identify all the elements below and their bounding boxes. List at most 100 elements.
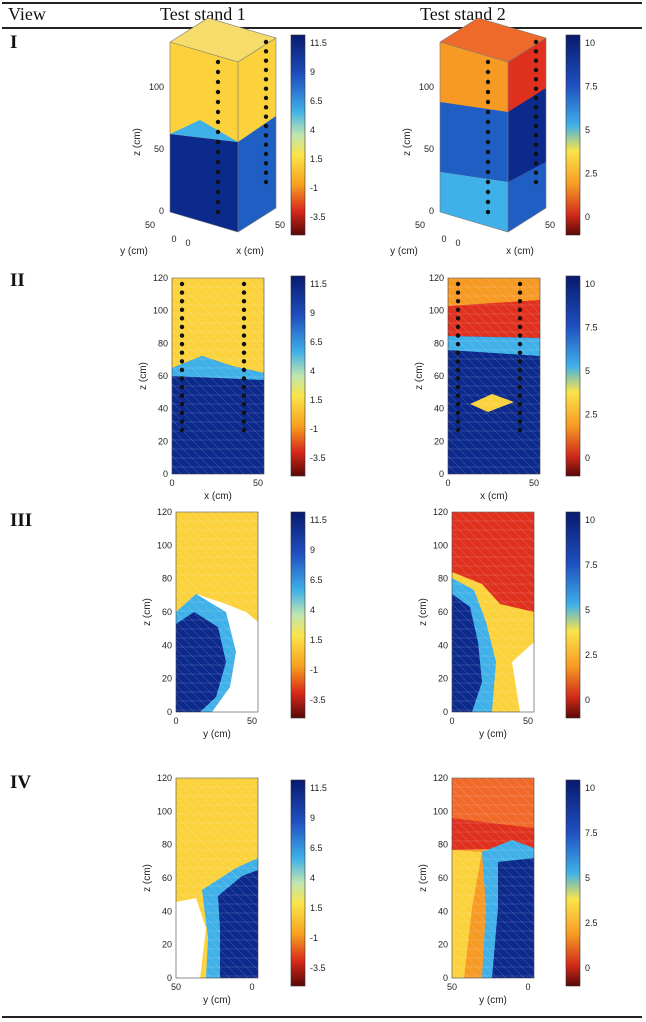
panel-iv-stand2-z-tick: 60 (438, 873, 448, 883)
panel-i-stand1 (169, 17, 277, 233)
panel-iv-stand2-x-tick: 0 (525, 982, 530, 992)
panel-i-stand1-y-tick: 0 (171, 234, 176, 244)
panel-ii-stand1-z-tick: 120 (153, 273, 168, 283)
panel-ii-stand1-z-tick: 20 (158, 436, 168, 446)
colorbar-iv-stand1-tick: -3.5 (310, 963, 326, 973)
panel-iii-stand2-z-tick: 80 (438, 574, 448, 584)
colorbar-iv-stand1-tick: 9 (310, 813, 315, 823)
row-label-iv: IV (10, 772, 32, 793)
panel-ii-stand1-z-tick: 0 (163, 469, 168, 479)
panel-iv-stand1-mesh (175, 777, 259, 979)
panel-ii-stand2-electrodes-b (517, 281, 523, 433)
row-label-iii: III (10, 510, 33, 531)
colorbar-iv-stand2-tick: 7.5 (585, 828, 598, 838)
panel-ii-stand1-z-tick: 40 (158, 404, 168, 414)
colorbar-iv-stand1-tick: 4 (310, 873, 315, 883)
panel-ii-stand1-electrodes-b (241, 281, 247, 433)
panel-ii-stand2-z-tick: 120 (429, 273, 444, 283)
panel-iv-stand1-wet-core (218, 870, 258, 978)
colorbar-i-stand1-tick: 1.5 (310, 154, 323, 164)
panel-i-stand2-left-lower (440, 172, 508, 232)
colorbar-ii-stand1-tick: 1.5 (310, 395, 323, 405)
header-test-stand-2: Test stand 2 (420, 4, 506, 24)
panel-iii-stand1-x-tick: 0 (173, 716, 178, 726)
panel-i-stand2 (439, 17, 547, 233)
panel-i-stand2-right-lower (508, 162, 546, 232)
panel-ii-stand2-z-tick: 20 (434, 436, 444, 446)
colorbar-ii-stand1-tick: 11.5 (310, 279, 327, 289)
colorbar-iii-stand1-tick: 6.5 (310, 575, 323, 585)
row-label-ii: II (10, 270, 25, 291)
panel-i-stand1-x-tick: 0 (185, 238, 190, 248)
panel-iv-stand1 (175, 777, 259, 979)
panel-ii-stand2 (447, 277, 541, 475)
panel-ii-stand2-z-tick: 60 (434, 371, 444, 381)
panel-ii-stand2-z-tick: 0 (439, 469, 444, 479)
panel-ii-stand1-x-tick: 50 (253, 478, 263, 488)
panel-i-stand2-x-label: x (cm) (506, 246, 534, 257)
colorbar-iii-stand1 (290, 511, 306, 719)
panel-iv-stand2-yellow-zone (452, 850, 482, 978)
panel-iv-stand2-x-label: y (cm) (479, 995, 507, 1006)
panel-i-stand1-z-tick: 100 (149, 82, 164, 92)
colorbar-iii-stand1-tick: 1.5 (310, 635, 323, 645)
colorbar-iii-stand1-tick: -3.5 (310, 695, 326, 705)
panel-i-stand1-z-label: z (cm) (132, 128, 143, 156)
panel-iii-stand2-mesh (451, 511, 535, 713)
panel-ii-stand1-mesh (171, 277, 265, 475)
panel-iii-stand2-z-tick: 60 (438, 607, 448, 617)
panel-iii-stand1-z-tick: 100 (157, 540, 172, 550)
panel-i-stand2-x-tick: 50 (545, 220, 555, 230)
panel-iv-stand1-z-tick: 40 (162, 906, 172, 916)
panel-iv-stand2-z-tick: 40 (438, 906, 448, 916)
panel-i-stand1-y-label: y (cm) (120, 246, 148, 257)
colorbar-i-stand1-tick: 9 (310, 67, 315, 77)
panel-i-stand1-top-face (170, 18, 276, 62)
panel-i-stand1-left-water (170, 134, 238, 232)
panel-i-stand2-z-tick: 100 (419, 82, 434, 92)
panel-i-stand2-electrodes-b (533, 39, 539, 185)
panel-iv-stand1-z-tick: 100 (157, 806, 172, 816)
panel-iv-stand1-x-tick: 50 (171, 982, 181, 992)
panel-i-stand2-top-face (440, 18, 546, 62)
panel-ii-stand1-dry-zone (172, 278, 264, 373)
bottom-rule (2, 1016, 642, 1018)
panel-i-stand2-left-mid (440, 102, 508, 182)
panel-ii-stand1-x-label: x (cm) (204, 491, 232, 502)
panel-i-stand1-electrodes-b (263, 39, 269, 185)
panel-ii-stand2-moist-pocket (470, 394, 514, 412)
panel-i-stand1-z-tick: 50 (154, 144, 164, 154)
panel-iii-stand1-z-tick: 120 (157, 507, 172, 517)
panel-iii-stand2-x-tick: 0 (449, 716, 454, 726)
panel-ii-stand1-x-tick: 0 (169, 478, 174, 488)
panel-i-stand2-electrodes-a (485, 59, 491, 215)
colorbar-ii-stand2-tick: 2.5 (585, 410, 598, 420)
panel-ii-stand2-top-band (448, 278, 540, 306)
panel-iv-stand1-z-tick: 80 (162, 840, 172, 850)
panel-ii-stand1-electrodes-a (179, 281, 185, 433)
colorbar-ii-stand1-tick: 6.5 (310, 337, 323, 347)
panel-iii-stand2-z-tick: 100 (433, 540, 448, 550)
panel-i-stand1-x-tick: 50 (275, 220, 285, 230)
panel-iv-stand1-unmeasured (176, 898, 206, 978)
panel-iv-stand2-z-label: z (cm) (418, 864, 429, 892)
colorbar-iv-stand1-tick: 1.5 (310, 903, 323, 913)
panel-iv-stand1-z-label: z (cm) (142, 864, 153, 892)
colorbar-iii-stand2-tick: 0 (585, 695, 590, 705)
panel-iv-stand2-z-tick: 20 (438, 940, 448, 950)
panel-iv-stand2-z-tick: 100 (433, 806, 448, 816)
panel-iii-stand1-z-tick: 60 (162, 607, 172, 617)
panel-i-stand2-z-label: z (cm) (402, 128, 413, 156)
panel-ii-stand2-interface (448, 336, 540, 356)
panel-i-stand1-z-tick: 0 (159, 206, 164, 216)
colorbar-iv-stand2-tick: 10 (585, 783, 595, 793)
panel-ii-stand1-z-tick: 100 (153, 306, 168, 316)
panel-iii-stand2-wet-core (452, 594, 482, 712)
colorbar-iv-stand2-tick: 2.5 (585, 918, 598, 928)
panel-iii-stand1-x-tick: 50 (247, 716, 257, 726)
panel-ii-stand2-mesh (447, 277, 541, 475)
panel-iii-stand2-unmeasured (512, 642, 534, 712)
panel-ii-stand1-z-tick: 60 (158, 371, 168, 381)
colorbar-ii-stand1-tick: 9 (310, 308, 315, 318)
panel-ii-stand2-x-tick: 0 (445, 478, 450, 488)
